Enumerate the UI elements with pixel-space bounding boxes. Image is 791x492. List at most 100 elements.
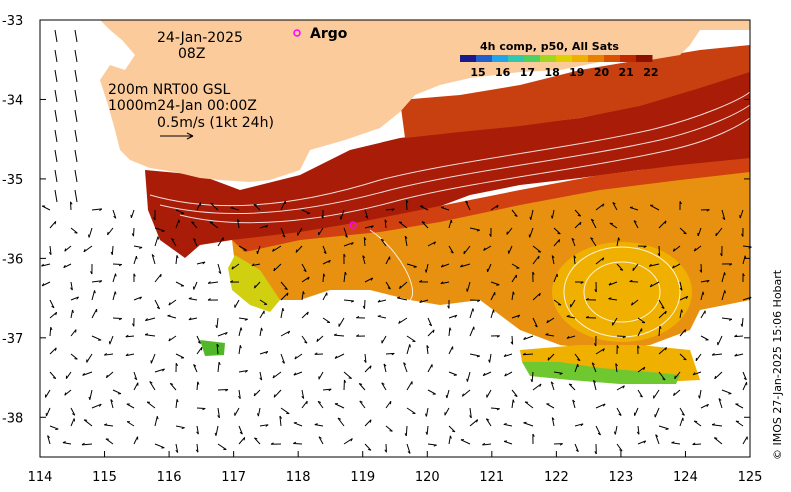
velocity-arrow: [574, 221, 582, 229]
velocity-arrow: [469, 326, 475, 337]
velocity-arrow: [511, 291, 514, 301]
velocity-arrow: [658, 325, 661, 337]
velocity-arrow-head: [114, 291, 117, 295]
credit-text: © IMOS 27-Jan-2025 15:06 Hobart: [771, 269, 784, 460]
velocity-arrow: [717, 335, 723, 346]
velocity-arrow-head: [692, 442, 696, 446]
velocity-arrow-head: [566, 314, 570, 317]
velocity-arrow: [193, 281, 198, 290]
lon-tick-label: 114: [28, 470, 53, 485]
velocity-arrow: [508, 245, 513, 254]
velocity-arrow-head: [672, 265, 675, 269]
sst-coastal-strip: [400, 45, 750, 138]
velocity-arrow: [511, 335, 514, 345]
velocity-arrow: [110, 399, 114, 409]
streamlines: [149, 91, 751, 338]
velocity-arrow-head: [104, 423, 108, 426]
velocity-arrow-head: [47, 435, 51, 439]
velocity-arrow: [616, 237, 620, 247]
velocity-arrow-head: [665, 428, 669, 430]
velocity-arrow-head: [622, 385, 625, 389]
velocity-arrow: [106, 371, 114, 379]
velocity-arrow-head: [496, 408, 500, 411]
lon-tick-label: 118: [286, 470, 311, 485]
velocity-arrow-head: [529, 216, 532, 220]
velocity-arrow: [169, 383, 177, 391]
velocity-arrow-head: [591, 362, 595, 366]
velocity-arrow-head: [619, 449, 623, 452]
velocity-arrow-head: [719, 253, 723, 257]
velocity-arrow-head: [293, 441, 297, 444]
velocity-arrow-head: [334, 355, 338, 359]
velocity-arrow-head: [580, 423, 584, 427]
velocity-arrow: [133, 245, 143, 249]
velocity-arrow-head: [664, 220, 667, 224]
velocity-arrow-head: [602, 403, 606, 407]
velocity-arrow-head: [350, 438, 353, 442]
velocity-arrow-head: [286, 292, 289, 296]
velocity-arrow-head: [76, 296, 79, 300]
velocity-arrow: [551, 417, 555, 427]
velocity-arrow-head: [743, 377, 747, 381]
velocity-arrow: [700, 403, 709, 409]
velocity-arrow: [469, 407, 472, 418]
velocity-arrow: [145, 334, 156, 337]
velocity-arrow: [133, 382, 139, 391]
velocity-arrow: [672, 263, 681, 269]
hour-label: 08Z: [178, 46, 205, 62]
velocity-arrow: [553, 239, 560, 247]
velocity-arrow: [62, 442, 72, 445]
velocity-arrow-head: [409, 344, 411, 348]
colorbar-tick-label: 17: [520, 66, 535, 79]
velocity-arrow: [125, 353, 135, 357]
velocity-arrow: [460, 439, 471, 445]
velocity-arrow-head: [741, 233, 744, 237]
velocity-arrow-head: [306, 311, 309, 315]
velocity-arrow: [634, 407, 639, 416]
velocity-arrow-head: [157, 236, 160, 240]
velocity-arrow: [130, 209, 135, 218]
velocity-arrow: [404, 236, 408, 247]
velocity-arrow: [364, 419, 372, 427]
velocity-arrow: [280, 227, 286, 238]
velocity-arrow-head: [55, 312, 58, 316]
velocity-arrow: [259, 350, 269, 355]
velocity-arrow-head: [196, 431, 199, 435]
velocity-arrow-head: [407, 451, 411, 454]
velocity-arrow: [523, 335, 534, 340]
velocity-arrow: [88, 227, 93, 238]
velocity-arrow-head: [272, 248, 275, 252]
velocity-arrow-head: [260, 327, 263, 331]
velocity-arrow: [380, 238, 387, 247]
velocity-arrow: [712, 424, 723, 427]
velocity-arrow-head: [684, 329, 687, 333]
velocity-arrow-head: [534, 324, 538, 328]
velocity-arrow: [74, 169, 78, 183]
velocity-arrow: [146, 401, 156, 409]
velocity-arrow: [679, 407, 685, 416]
velocity-arrow-head: [197, 341, 201, 344]
colorbar-tick-label: 20: [594, 66, 610, 79]
velocity-arrow-head: [425, 431, 428, 435]
velocity-arrow: [297, 227, 303, 236]
velocity-arrow-head: [615, 363, 618, 367]
velocity-arrow-head: [350, 300, 355, 303]
velocity-arrow: [234, 299, 240, 308]
velocity-arrow: [359, 400, 366, 409]
velocity-arrow-head: [70, 287, 73, 291]
sst-current-band: [145, 70, 750, 258]
velocity-arrow-head: [74, 232, 78, 234]
velocity-arrow-head: [162, 368, 165, 372]
velocity-arrow: [363, 299, 366, 309]
velocity-arrow-head: [54, 221, 57, 225]
velocity-arrow-head: [94, 290, 96, 294]
velocity-arrow-head: [193, 364, 197, 367]
velocity-arrow: [532, 383, 542, 391]
velocity-arrow-head: [328, 260, 331, 264]
sst-current-core: [232, 158, 750, 252]
velocity-arrow: [637, 440, 646, 445]
velocity-arrow: [167, 315, 177, 319]
velocity-arrow: [70, 353, 78, 360]
velocity-arrow: [566, 315, 576, 319]
